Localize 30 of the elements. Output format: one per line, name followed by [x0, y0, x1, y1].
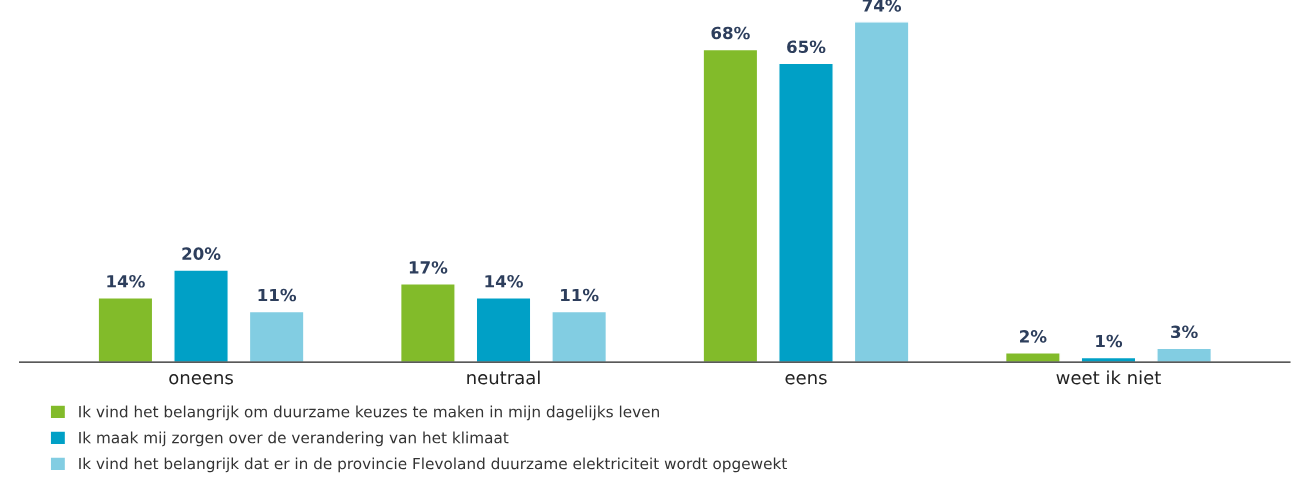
x-tick-label: neutraal: [467, 370, 540, 385]
data-label: 3%: [1171, 325, 1198, 339]
data-label: 2%: [1020, 330, 1047, 343]
data-label: 17%: [409, 261, 448, 274]
bar: [1004, 352, 1061, 363]
data-label: 65%: [787, 40, 826, 54]
bar: [399, 283, 456, 363]
data-label: 11%: [561, 288, 599, 302]
bar: [853, 21, 910, 363]
data-label: 1%: [1096, 334, 1123, 348]
data-label: 74%: [862, 0, 902, 12]
bar: [702, 48, 759, 363]
data-label: 14%: [107, 274, 145, 288]
data-label: 68%: [711, 26, 750, 40]
x-tick-label: oneens: [169, 374, 233, 385]
bar: [778, 62, 834, 363]
data-label: 11%: [258, 288, 297, 302]
bar: [1156, 347, 1213, 363]
data-label: 20%: [182, 247, 221, 260]
legend-label: Ik maak mij zorgen over de verandering van het klimaat: [79, 431, 509, 447]
data-label: 14%: [485, 274, 523, 288]
x-tick-label: weet ik niet: [1056, 370, 1161, 385]
legend-label: Ik vind het belangrijk om duurzame keuzes te maken in mijn dagelijks leven: [79, 405, 659, 421]
bar: [97, 297, 154, 363]
bar: [475, 297, 532, 363]
x-tick-label: eens: [785, 374, 827, 385]
legend-label: Ik vind het belangrijk dat er in de provincie Flevoland duurzame elektriciteit wordt opgewekt: [79, 457, 787, 473]
bar: [248, 310, 305, 363]
bar: [173, 269, 229, 363]
bar: [551, 310, 608, 363]
